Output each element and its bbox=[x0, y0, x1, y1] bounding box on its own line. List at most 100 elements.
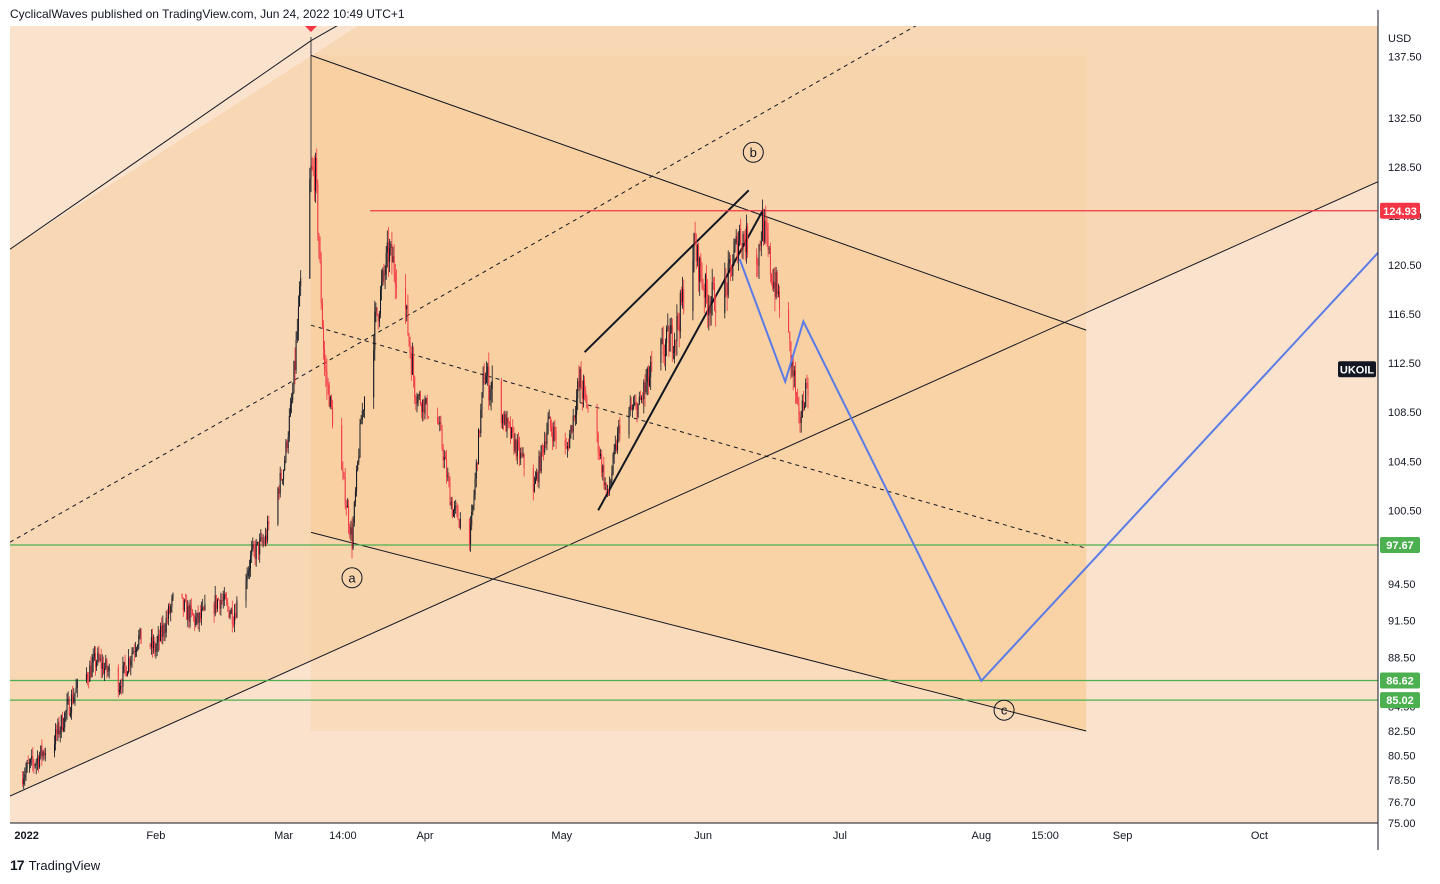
candle-body[interactable] bbox=[61, 715, 63, 731]
candle-body[interactable] bbox=[651, 362, 653, 363]
candle-body[interactable] bbox=[97, 652, 99, 663]
candle-body[interactable] bbox=[505, 414, 507, 432]
candle-body[interactable] bbox=[90, 665, 92, 677]
candle-body[interactable] bbox=[360, 420, 362, 425]
candle-body[interactable] bbox=[194, 616, 196, 625]
candle-body[interactable] bbox=[521, 452, 523, 456]
candle-body[interactable] bbox=[540, 445, 542, 472]
candle-body[interactable] bbox=[410, 352, 412, 375]
candle-body[interactable] bbox=[500, 380, 502, 424]
candle-body[interactable] bbox=[450, 501, 452, 506]
candle-body[interactable] bbox=[295, 340, 297, 370]
candle-body[interactable] bbox=[714, 283, 715, 311]
candle-body[interactable] bbox=[64, 712, 66, 728]
candle-body[interactable] bbox=[571, 425, 573, 432]
candle-body[interactable] bbox=[234, 613, 236, 625]
candle-body[interactable] bbox=[153, 641, 155, 649]
candle-body[interactable] bbox=[321, 303, 323, 327]
candle-body[interactable] bbox=[132, 651, 134, 654]
candle-body[interactable] bbox=[41, 745, 43, 757]
candle-body[interactable] bbox=[807, 384, 809, 396]
candle-body[interactable] bbox=[158, 634, 160, 641]
candle-body[interactable] bbox=[551, 426, 552, 433]
candle-body[interactable] bbox=[75, 687, 77, 693]
candle-body[interactable] bbox=[776, 272, 778, 294]
candle-body[interactable] bbox=[55, 729, 57, 745]
candle-body[interactable] bbox=[456, 506, 458, 509]
candle-body[interactable] bbox=[512, 427, 514, 432]
candle-body[interactable] bbox=[639, 396, 641, 400]
candle-body[interactable] bbox=[230, 608, 232, 614]
candle-body[interactable] bbox=[300, 278, 302, 286]
candle-body[interactable] bbox=[128, 658, 130, 672]
candle-body[interactable] bbox=[315, 157, 316, 191]
candle-body[interactable] bbox=[34, 765, 36, 766]
candle-body[interactable] bbox=[361, 410, 363, 420]
candle-body[interactable] bbox=[699, 258, 701, 282]
candle-body[interactable] bbox=[297, 306, 299, 332]
candle-body[interactable] bbox=[221, 600, 223, 602]
candle-body[interactable] bbox=[264, 535, 266, 544]
candle-body[interactable] bbox=[413, 355, 415, 378]
candle-body[interactable] bbox=[700, 258, 702, 276]
candle-body[interactable] bbox=[130, 660, 132, 666]
candle-body[interactable] bbox=[507, 417, 509, 423]
candle-body[interactable] bbox=[136, 648, 137, 651]
candle-body[interactable] bbox=[555, 433, 557, 441]
candle-body[interactable] bbox=[736, 236, 738, 260]
candle-body[interactable] bbox=[564, 440, 566, 447]
candle-body[interactable] bbox=[603, 465, 605, 486]
candle-body[interactable] bbox=[650, 362, 652, 378]
candle-body[interactable] bbox=[676, 315, 678, 341]
candle-body[interactable] bbox=[409, 341, 411, 353]
candle-body[interactable] bbox=[351, 527, 353, 549]
candle-body[interactable] bbox=[421, 404, 422, 413]
candle-body[interactable] bbox=[458, 519, 460, 528]
candle-body[interactable] bbox=[105, 659, 107, 669]
rising-wedge-upper-line[interactable] bbox=[583, 189, 750, 353]
candle-body[interactable] bbox=[486, 376, 487, 383]
candle-body[interactable] bbox=[506, 417, 508, 432]
candle-body[interactable] bbox=[25, 769, 27, 775]
candle-body[interactable] bbox=[660, 340, 662, 363]
candle-body[interactable] bbox=[43, 751, 45, 756]
candle-body[interactable] bbox=[459, 518, 461, 528]
candle-body[interactable] bbox=[117, 667, 119, 693]
candle-body[interactable] bbox=[698, 245, 700, 282]
candle-body[interactable] bbox=[185, 600, 187, 602]
candle-body[interactable] bbox=[587, 408, 589, 410]
candle-body[interactable] bbox=[445, 456, 446, 460]
candle-body[interactable] bbox=[44, 752, 46, 756]
candle-body[interactable] bbox=[388, 242, 389, 262]
candle-body[interactable] bbox=[553, 426, 555, 442]
candle-body[interactable] bbox=[393, 256, 395, 273]
candle-body[interactable] bbox=[533, 483, 535, 492]
candle-body[interactable] bbox=[263, 541, 265, 544]
candle-body[interactable] bbox=[508, 422, 510, 424]
candle-body[interactable] bbox=[282, 479, 283, 481]
candle-body[interactable] bbox=[608, 489, 609, 492]
candle-body[interactable] bbox=[761, 211, 763, 241]
candle-body[interactable] bbox=[72, 694, 74, 703]
candle-body[interactable] bbox=[196, 613, 198, 618]
candle-body[interactable] bbox=[348, 505, 350, 527]
candle-body[interactable] bbox=[156, 642, 158, 649]
candle-body[interactable] bbox=[442, 448, 444, 461]
candle-body[interactable] bbox=[674, 339, 676, 353]
candle-body[interactable] bbox=[169, 606, 171, 613]
candle-body[interactable] bbox=[668, 327, 670, 352]
candle-body[interactable] bbox=[381, 281, 383, 290]
candle-body[interactable] bbox=[227, 601, 229, 607]
candle-body[interactable] bbox=[791, 359, 793, 367]
candle-body[interactable] bbox=[122, 665, 124, 687]
candle-body[interactable] bbox=[612, 454, 614, 474]
candle-body[interactable] bbox=[262, 541, 264, 543]
candle-body[interactable] bbox=[133, 651, 135, 653]
candle-body[interactable] bbox=[745, 226, 747, 253]
candle-body[interactable] bbox=[190, 605, 192, 611]
candle-body[interactable] bbox=[189, 605, 191, 622]
candle-body[interactable] bbox=[738, 241, 739, 260]
candle-body[interactable] bbox=[579, 369, 581, 388]
candle-body[interactable] bbox=[677, 315, 679, 325]
